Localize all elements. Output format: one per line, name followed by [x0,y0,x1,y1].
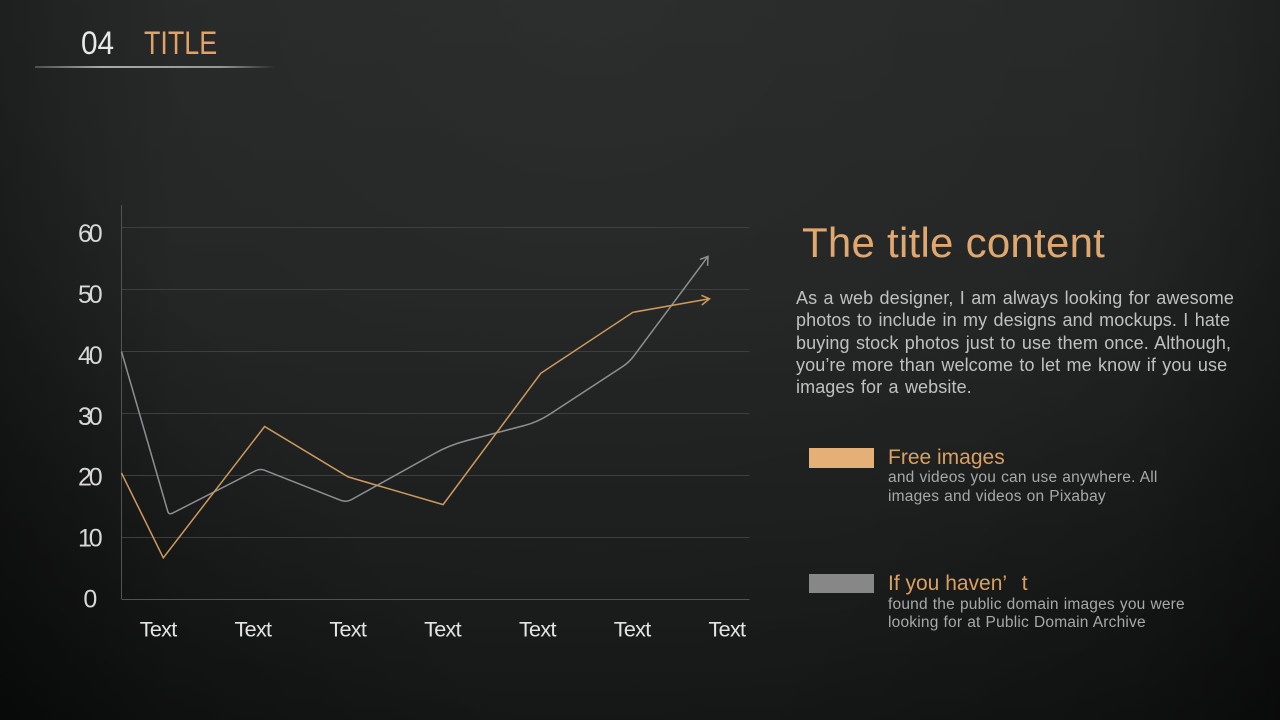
svg-text:Text: Text [424,617,462,642]
svg-text:Text: Text [709,617,747,642]
svg-text:Text: Text [329,617,367,642]
svg-text:40: 40 [78,342,103,370]
svg-text:50: 50 [78,281,103,309]
svg-text:Text: Text [235,617,272,642]
svg-text:Text: Text [614,617,652,642]
svg-text:Text: Text [519,617,557,642]
svg-text:60: 60 [78,220,103,248]
svg-text:0: 0 [83,586,97,614]
svg-text:10: 10 [78,525,103,553]
svg-text:30: 30 [78,403,103,431]
svg-text:20: 20 [78,464,103,492]
svg-text:Text: Text [140,617,178,642]
